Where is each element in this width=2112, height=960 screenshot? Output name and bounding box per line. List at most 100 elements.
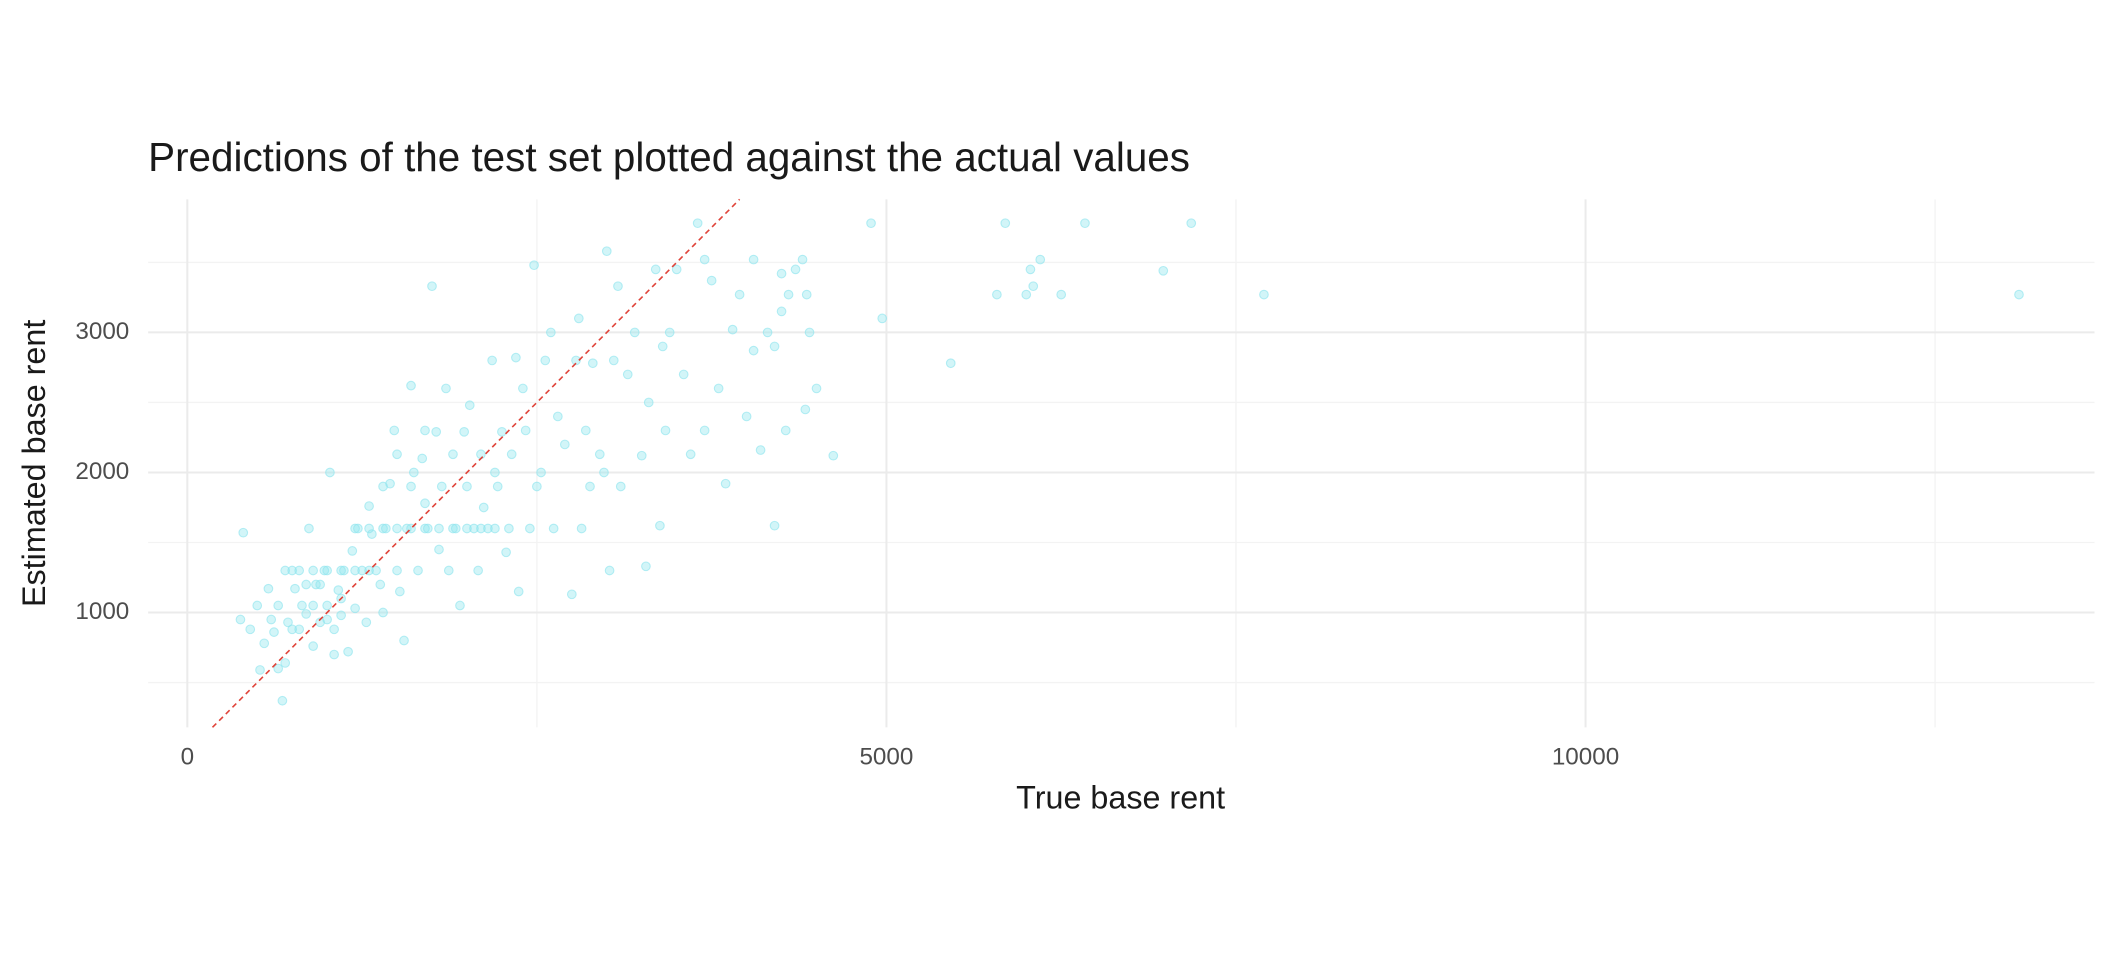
point	[576, 523, 587, 534]
point	[497, 427, 507, 437]
point	[347, 546, 358, 556]
point	[364, 501, 374, 511]
point	[518, 383, 528, 394]
point	[422, 523, 433, 534]
point	[378, 607, 388, 618]
point	[615, 481, 626, 492]
point	[459, 427, 470, 437]
point	[336, 610, 346, 621]
point	[490, 467, 500, 478]
point	[469, 523, 479, 534]
point	[877, 313, 888, 324]
point	[706, 275, 717, 286]
point	[392, 449, 402, 460]
point	[506, 449, 517, 460]
point	[548, 523, 559, 534]
point	[238, 527, 249, 538]
point	[580, 425, 591, 436]
point	[780, 425, 791, 436]
point	[322, 600, 332, 611]
point	[277, 695, 288, 706]
point	[678, 369, 689, 380]
point	[828, 450, 839, 461]
point	[613, 281, 623, 292]
point	[660, 425, 671, 436]
point	[417, 453, 428, 464]
point	[283, 617, 293, 628]
point	[476, 523, 486, 534]
point	[287, 565, 298, 576]
point	[476, 449, 486, 460]
point	[1259, 289, 1269, 300]
point	[450, 523, 461, 534]
point	[290, 583, 300, 594]
point	[462, 523, 472, 534]
point	[473, 565, 483, 576]
point	[1186, 218, 1197, 229]
point	[297, 600, 307, 611]
point	[434, 544, 444, 555]
plot-area	[211, 198, 2024, 728]
point	[571, 355, 581, 366]
point	[339, 565, 349, 576]
point	[713, 383, 724, 394]
point	[399, 635, 409, 646]
point	[800, 404, 811, 415]
point	[671, 264, 682, 275]
point	[692, 218, 703, 229]
point	[301, 579, 312, 590]
point	[269, 627, 279, 637]
point	[511, 352, 521, 363]
point	[945, 358, 956, 369]
y-axis-title: Estimated base rent	[16, 320, 52, 607]
point	[478, 502, 489, 513]
point	[375, 579, 386, 590]
x-tick-label: 5000	[859, 744, 913, 771]
point	[594, 449, 605, 460]
point	[811, 383, 822, 394]
point	[546, 327, 556, 338]
point	[762, 327, 773, 338]
point	[776, 268, 787, 279]
point	[748, 345, 759, 356]
point	[280, 658, 291, 668]
point	[394, 586, 405, 597]
point	[273, 600, 284, 611]
point	[235, 614, 246, 625]
point	[392, 523, 402, 534]
point	[367, 529, 377, 539]
point	[552, 411, 563, 422]
x-axis-title: True base rent	[1016, 780, 1225, 816]
point	[699, 425, 710, 436]
point	[504, 523, 514, 534]
point	[622, 369, 633, 380]
point	[487, 355, 497, 366]
point	[406, 380, 416, 391]
point	[304, 523, 314, 534]
point	[797, 254, 808, 265]
y-tick-label: 2000	[75, 458, 129, 485]
point	[350, 603, 360, 614]
point	[599, 467, 609, 478]
point	[273, 663, 284, 674]
point	[643, 397, 654, 408]
point	[483, 523, 493, 534]
point	[431, 427, 442, 437]
point	[734, 289, 745, 300]
point	[315, 617, 325, 628]
point	[699, 254, 710, 265]
point	[604, 565, 615, 576]
point	[573, 313, 584, 324]
point	[529, 260, 539, 271]
y-tick-label: 3000	[75, 318, 129, 345]
reference-line	[211, 198, 741, 728]
point	[655, 520, 665, 531]
point	[287, 624, 298, 635]
point	[525, 523, 535, 534]
point	[629, 327, 640, 338]
point	[1080, 218, 1090, 229]
point	[540, 355, 551, 366]
point	[441, 383, 451, 394]
point	[769, 341, 780, 352]
point	[301, 609, 312, 619]
